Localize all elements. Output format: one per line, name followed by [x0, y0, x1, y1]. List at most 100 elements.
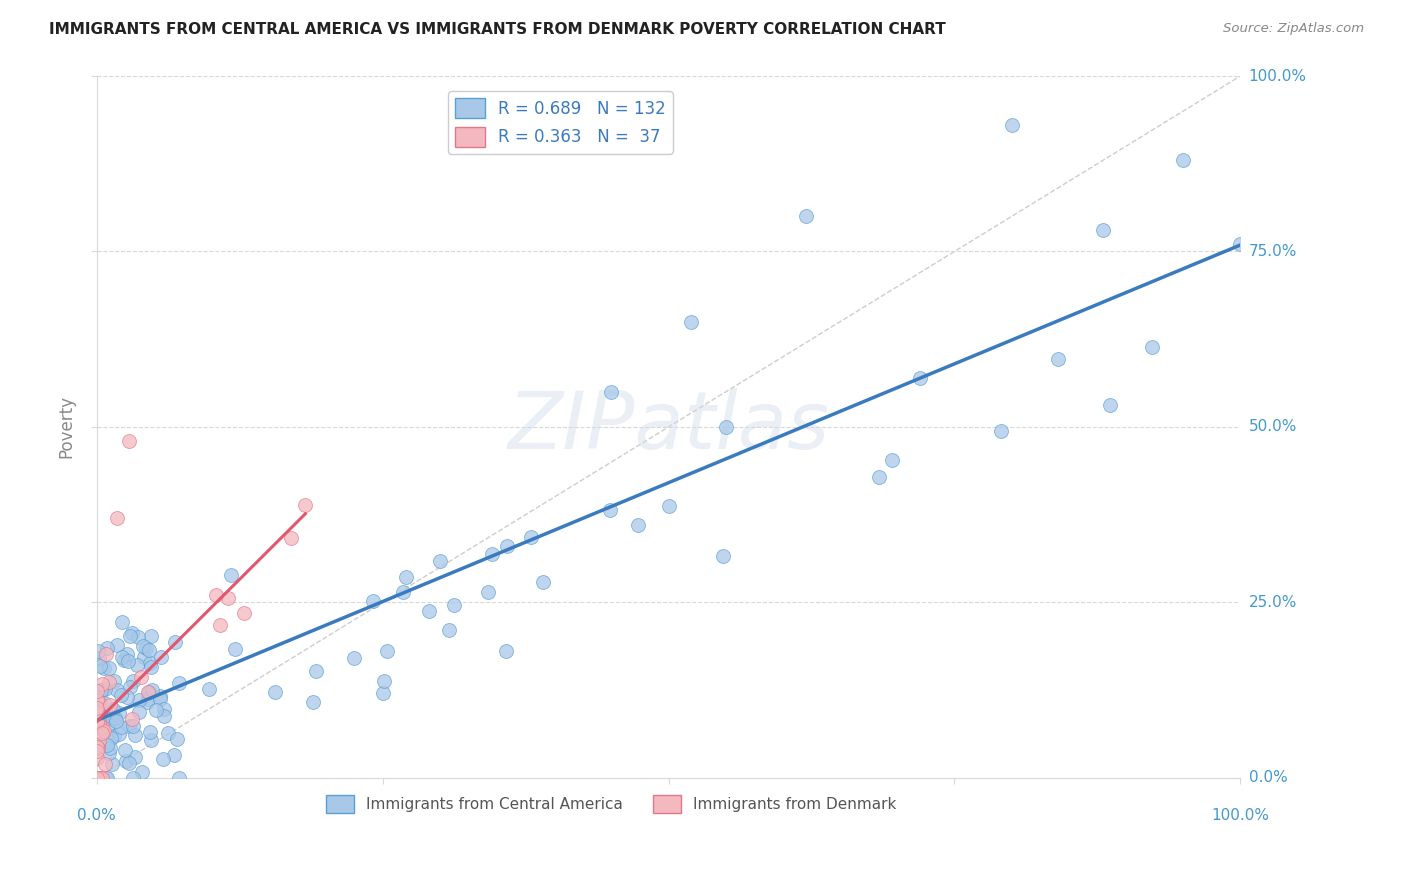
Point [90, 771, 112, 785]
Point [118, 756, 141, 771]
Text: Source: ZipAtlas.com: Source: ZipAtlas.com [1223, 22, 1364, 36]
Point [86, 750, 108, 764]
Point [139, 725, 162, 739]
Point [157, 725, 180, 739]
Point [96, 717, 118, 731]
Point [163, 748, 186, 763]
Point [86, 715, 108, 730]
Point [105, 682, 128, 697]
Point [198, 682, 221, 697]
Point [87, 738, 110, 752]
Point [96, 640, 118, 655]
Point [89, 716, 111, 731]
Point [169, 676, 191, 690]
Point [105, 638, 128, 652]
Point [163, 635, 186, 649]
Point [128, 693, 150, 707]
Point [141, 683, 163, 698]
Point [104, 711, 127, 725]
Point [94, 681, 117, 696]
Point [149, 691, 172, 706]
Point [481, 548, 503, 562]
Point [96, 647, 118, 661]
Point [101, 702, 124, 716]
Point [1092, 223, 1115, 237]
Point [626, 517, 648, 532]
Point [132, 650, 155, 665]
Point [371, 686, 394, 700]
Point [477, 585, 499, 599]
Point [496, 539, 519, 553]
Point [305, 665, 328, 679]
Point [139, 629, 162, 643]
Point [107, 706, 129, 720]
Point [94, 757, 117, 772]
Point [94, 771, 117, 785]
Point [136, 685, 159, 699]
Point [1140, 340, 1163, 354]
Point [87, 644, 110, 658]
Text: 0.0%: 0.0% [1249, 771, 1288, 786]
Point [96, 738, 118, 752]
Point [443, 598, 465, 612]
Point [145, 703, 167, 717]
Point [121, 626, 143, 640]
Point [98, 675, 121, 690]
Point [263, 684, 285, 698]
Point [219, 568, 242, 582]
Point [152, 752, 174, 766]
Point [105, 511, 128, 525]
Point [122, 771, 145, 785]
Point [135, 641, 157, 656]
Point [86, 683, 108, 698]
Point [91, 720, 114, 734]
Point [294, 498, 316, 512]
Point [302, 695, 325, 709]
Point [86, 739, 108, 754]
Point [90, 771, 112, 785]
Point [149, 689, 172, 703]
Point [117, 690, 139, 705]
Point [233, 606, 256, 620]
Point [111, 615, 134, 630]
Text: 75.0%: 75.0% [1249, 244, 1296, 259]
Point [127, 658, 149, 673]
Point [794, 210, 817, 224]
Point [86, 705, 108, 719]
Point [114, 743, 136, 757]
Point [118, 719, 141, 733]
Point [108, 727, 131, 741]
Point [149, 649, 172, 664]
Point [100, 757, 122, 772]
Point [217, 591, 239, 606]
Point [141, 660, 163, 674]
Point [495, 643, 517, 657]
Text: 0.0%: 0.0% [77, 808, 117, 823]
Point [361, 594, 384, 608]
Point [97, 661, 120, 675]
Point [91, 710, 114, 724]
Point [1098, 398, 1121, 412]
Point [93, 660, 115, 674]
Point [681, 315, 703, 329]
Point [1229, 237, 1251, 252]
Point [91, 714, 114, 729]
Point [418, 604, 440, 618]
Point [208, 618, 231, 632]
Point [122, 673, 145, 688]
Point [89, 651, 111, 665]
Point [127, 631, 149, 645]
Point [118, 680, 141, 694]
Legend: Immigrants from Central America, Immigrants from Denmark: Immigrants from Central America, Immigra… [321, 789, 903, 820]
Point [94, 713, 117, 727]
Point [131, 764, 153, 779]
Point [118, 434, 141, 448]
Point [166, 732, 188, 747]
Point [90, 683, 112, 698]
Point [136, 692, 159, 706]
Point [87, 771, 110, 785]
Point [87, 695, 110, 709]
Point [103, 729, 125, 743]
Point [87, 716, 110, 731]
Point [1171, 153, 1194, 168]
